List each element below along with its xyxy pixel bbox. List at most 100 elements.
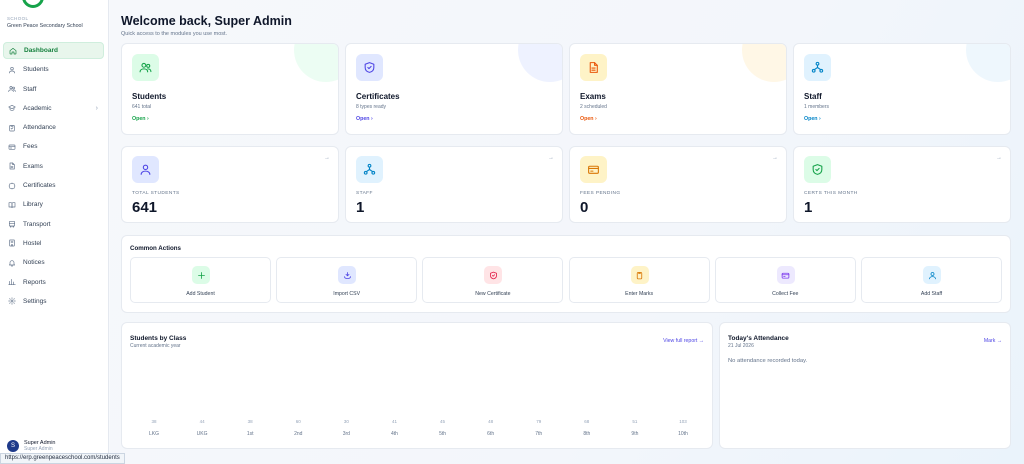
- module-card-staff[interactable]: Staff 1 members Open ›: [793, 43, 1011, 135]
- x-tick-label: UKG: [197, 431, 208, 437]
- sidebar-item-students[interactable]: Students: [3, 61, 104, 78]
- gear-icon: [8, 297, 16, 306]
- bar-value-label: 51: [632, 419, 638, 424]
- sidebar-item-settings[interactable]: Settings: [3, 293, 104, 310]
- stat-card-fees-pending[interactable]: → FEES PENDING 0: [569, 146, 787, 223]
- sidebar-item-label: Exams: [23, 162, 43, 170]
- sidebar-item-hostel[interactable]: Hostel: [3, 235, 104, 252]
- module-card-students[interactable]: Students 641 total Open ›: [121, 43, 339, 135]
- stat-value: 1: [356, 199, 365, 216]
- sidebar-item-reports[interactable]: Reports: [3, 274, 104, 291]
- page-title: Welcome back, Super Admin: [121, 14, 292, 28]
- action-label: Enter Marks: [625, 291, 654, 297]
- users-icon: [132, 54, 159, 81]
- bar-chart-icon: [8, 278, 16, 286]
- module-open-link[interactable]: Open ›: [356, 116, 373, 122]
- sidebar-nav: Dashboard Students Staff Academic › Attendanc…: [3, 42, 104, 312]
- collect-fee-button[interactable]: Collect Fee: [714, 257, 856, 303]
- sidebar-item-certificates[interactable]: Certificates: [3, 177, 104, 194]
- arrow-right-icon[interactable]: →: [548, 155, 554, 161]
- stat-card-total-students[interactable]: → TOTAL STUDENTS 641: [121, 146, 339, 223]
- network-icon: [804, 54, 831, 81]
- bar-value-label: 68: [584, 419, 590, 424]
- module-open-link[interactable]: Open ›: [580, 116, 597, 122]
- stat-value: 0: [580, 199, 589, 216]
- view-full-report-link[interactable]: View full report →: [663, 338, 704, 344]
- user-name: Super Admin: [24, 440, 56, 446]
- new-certificate-button[interactable]: New Certificate: [422, 257, 564, 303]
- credit-card-icon: [8, 143, 16, 151]
- module-card-certificates[interactable]: Certificates 8 types ready Open ›: [345, 43, 563, 135]
- action-label: New Certificate: [475, 291, 511, 297]
- main-content: Welcome back, Super Admin Quick access t…: [110, 0, 1024, 464]
- stat-label: TOTAL STUDENTS: [132, 191, 180, 196]
- building-icon: [8, 239, 16, 247]
- sidebar-item-library[interactable]: Library: [3, 196, 104, 213]
- graduation-cap-icon: [8, 104, 16, 112]
- attendance-empty-message: No attendance recorded today.: [728, 358, 808, 364]
- arrow-right-icon[interactable]: →: [996, 155, 1002, 161]
- avatar: S: [7, 440, 19, 452]
- user-icon: [923, 266, 941, 284]
- credit-card-icon: [776, 266, 795, 284]
- sidebar-item-notices[interactable]: Notices: [3, 254, 104, 271]
- sidebar-item-label: Dashboard: [24, 47, 58, 54]
- module-open-link[interactable]: Open ›: [804, 116, 821, 122]
- module-meta: 1 members: [804, 104, 830, 110]
- students-by-class-subtitle: Current academic year: [130, 343, 181, 349]
- sidebar-item-label: Reports: [23, 278, 46, 286]
- sidebar-item-label: Fees: [23, 143, 38, 151]
- sidebar-item-label: Students: [23, 66, 49, 74]
- attendance-date: 21 Jul 2026: [728, 343, 754, 349]
- sidebar-item-exams[interactable]: Exams: [3, 158, 104, 175]
- bar-value-label: 45: [440, 419, 446, 424]
- badge-icon: [8, 182, 16, 190]
- bar-value-label: 44: [200, 419, 206, 424]
- x-tick-label: 4th: [391, 431, 398, 437]
- sidebar: SCHOOL Green Peace Secondary School Dash…: [0, 0, 109, 464]
- enter-marks-button[interactable]: Enter Marks: [568, 257, 710, 303]
- card-decoration: [742, 44, 786, 82]
- sidebar-item-staff[interactable]: Staff: [3, 81, 104, 98]
- x-tick-label: 3rd: [343, 431, 350, 437]
- stat-card-staff[interactable]: → STAFF 1: [345, 146, 563, 223]
- import-icon: [338, 266, 357, 284]
- module-title: Students: [132, 92, 167, 101]
- sidebar-item-attendance[interactable]: Attendance: [3, 119, 104, 136]
- user-icon: [8, 66, 16, 74]
- arrow-right-icon[interactable]: →: [772, 155, 778, 161]
- school-name: Green Peace Secondary School: [7, 23, 83, 29]
- sidebar-item-fees[interactable]: Fees: [3, 138, 104, 155]
- bar-value-label: 41: [392, 419, 398, 424]
- card-decoration: [966, 44, 1010, 82]
- import-csv-button[interactable]: Import CSV: [276, 257, 418, 303]
- sidebar-item-transport[interactable]: Transport: [3, 216, 104, 233]
- shield-check-icon: [804, 156, 831, 183]
- bar-value-label: 30: [344, 419, 350, 424]
- module-open-link[interactable]: Open ›: [132, 116, 149, 122]
- action-label: Add Staff: [920, 291, 943, 297]
- module-card-exams[interactable]: Exams 2 scheduled Open ›: [569, 43, 787, 135]
- book-open-icon: [8, 201, 16, 209]
- user-profile[interactable]: S Super Admin Super Admin: [7, 440, 56, 452]
- add-student-button[interactable]: Add Student: [130, 257, 271, 303]
- mark-attendance-link[interactable]: Mark →: [983, 338, 1002, 344]
- sidebar-item-academic[interactable]: Academic ›: [3, 100, 104, 117]
- add-staff-button[interactable]: Add Staff: [861, 257, 1002, 303]
- sidebar-item-label: Staff: [23, 85, 37, 93]
- users-icon: [8, 85, 16, 93]
- sidebar-item-label: Transport: [23, 220, 51, 228]
- bar-value-label: 38: [248, 419, 254, 424]
- sidebar-item-label: Attendance: [23, 124, 56, 132]
- bar-value-label: 38: [151, 419, 157, 424]
- stat-label: STAFF: [356, 191, 373, 196]
- action-label: Collect Fee: [772, 291, 799, 297]
- stat-card-certs-this-month[interactable]: → CERTS THIS MONTH 1: [793, 146, 1011, 223]
- arrow-right-icon[interactable]: →: [324, 155, 330, 161]
- user-role: Super Admin: [24, 446, 53, 452]
- stat-label: FEES PENDING: [580, 191, 621, 196]
- credit-card-icon: [580, 156, 607, 183]
- module-meta: 8 types ready: [356, 104, 387, 110]
- plus-icon: [192, 266, 210, 284]
- sidebar-item-dashboard[interactable]: Dashboard: [3, 42, 104, 59]
